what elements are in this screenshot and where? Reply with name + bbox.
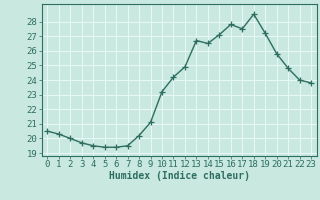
X-axis label: Humidex (Indice chaleur): Humidex (Indice chaleur) — [109, 171, 250, 181]
